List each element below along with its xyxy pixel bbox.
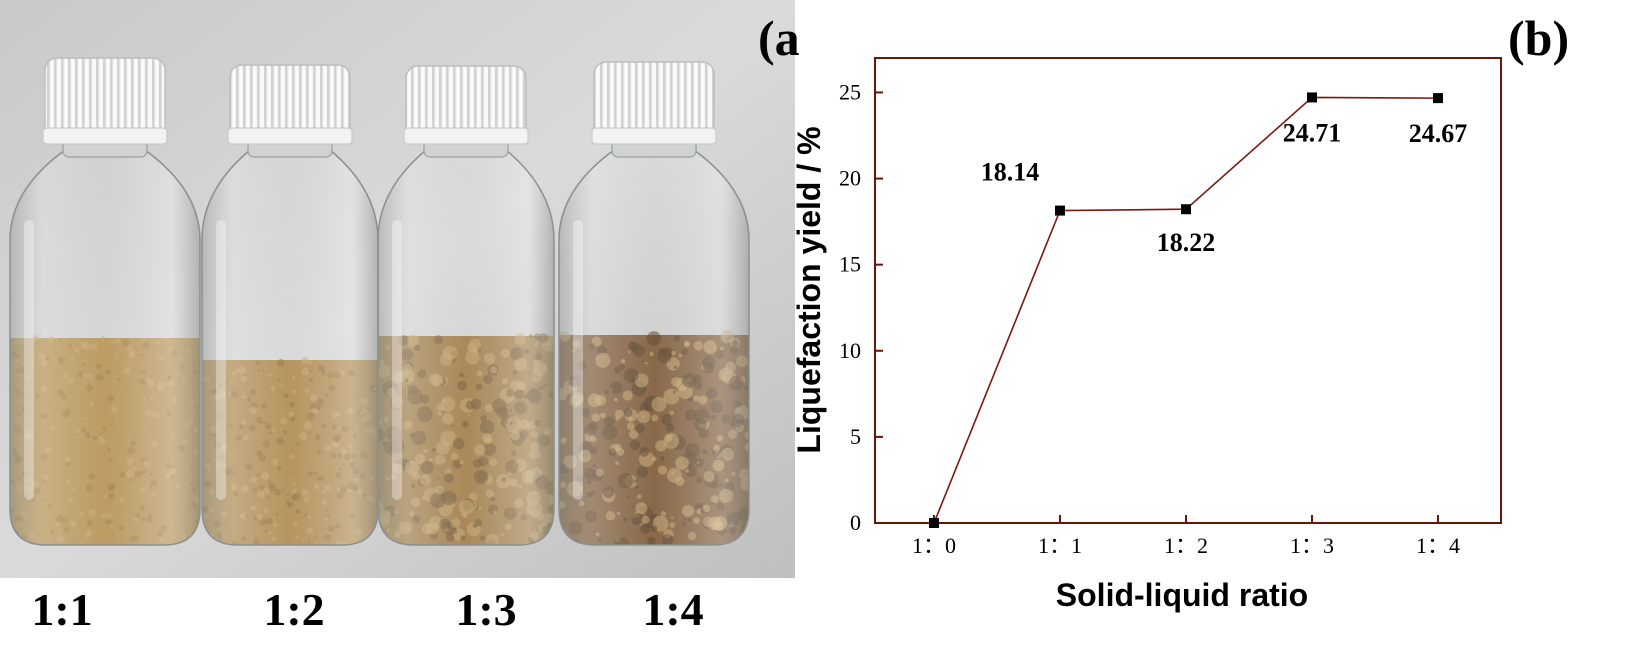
- cap-ring: [227, 127, 353, 145]
- y-axis: 0 5 10 15 20 25: [839, 79, 883, 535]
- bottle-ratio-label: 1:2: [263, 584, 324, 635]
- bottle: [201, 64, 379, 546]
- y-tick-label: 20: [839, 166, 861, 191]
- panel-label-b: (b): [1508, 10, 1569, 66]
- bottle: [377, 65, 555, 546]
- data-point: [1433, 93, 1443, 104]
- series-yield: 18.14 18.22 24.71 24.67: [929, 92, 1467, 528]
- glass-body: [201, 149, 379, 546]
- data-point: [1307, 92, 1317, 103]
- x-tick-label: 1：3: [1290, 533, 1334, 558]
- y-tick-label: 10: [839, 338, 861, 363]
- data-label: 24.71: [1283, 118, 1342, 147]
- panel-label-a: (a): [758, 10, 800, 66]
- bottle-group: [9, 57, 750, 546]
- y-tick-label: 25: [839, 79, 861, 104]
- glass-body: [9, 149, 201, 546]
- bottle: [558, 61, 750, 546]
- data-label: 24.67: [1409, 119, 1468, 148]
- bottle-ratio-label: 1:4: [642, 584, 703, 635]
- glass-body: [558, 149, 750, 546]
- bottles-photo: (a) 1:1 1:2 1:3 1:4: [0, 0, 800, 635]
- x-tick-label: 1：0: [912, 533, 956, 558]
- data-point: [1055, 205, 1065, 216]
- x-axis-title: Solid-liquid ratio: [1056, 577, 1308, 613]
- y-tick-label: 0: [850, 510, 861, 535]
- data-point: [1181, 204, 1191, 215]
- y-tick-label: 5: [850, 424, 861, 449]
- bottle: [9, 57, 201, 546]
- cap-ring: [591, 127, 717, 145]
- cap-ring: [403, 127, 529, 145]
- data-label: 18.14: [981, 158, 1040, 187]
- y-tick-label: 15: [839, 252, 861, 277]
- bottle-ratio-label: 1:3: [455, 584, 516, 635]
- yield-chart: (b) 0 5 10 15 20 25 1：0 1：1 1：2 1：3 1：4 18.14 18.2…: [791, 10, 1569, 613]
- bottle-labels: 1:1 1:2 1:3 1:4: [31, 584, 703, 635]
- x-tick-label: 1：1: [1038, 533, 1082, 558]
- data-point: [929, 518, 939, 528]
- y-axis-title: Liquefaction yield / %: [791, 126, 827, 453]
- x-axis: 1：0 1：1 1：2 1：3 1：4: [912, 515, 1460, 558]
- x-tick-label: 1：2: [1164, 533, 1208, 558]
- glass-body: [377, 149, 555, 546]
- x-tick-label: 1：4: [1416, 533, 1460, 558]
- cap-ring: [42, 127, 168, 145]
- plot-frame: [874, 57, 1502, 524]
- bottle-ratio-label: 1:1: [31, 584, 92, 635]
- data-label: 18.22: [1157, 228, 1216, 257]
